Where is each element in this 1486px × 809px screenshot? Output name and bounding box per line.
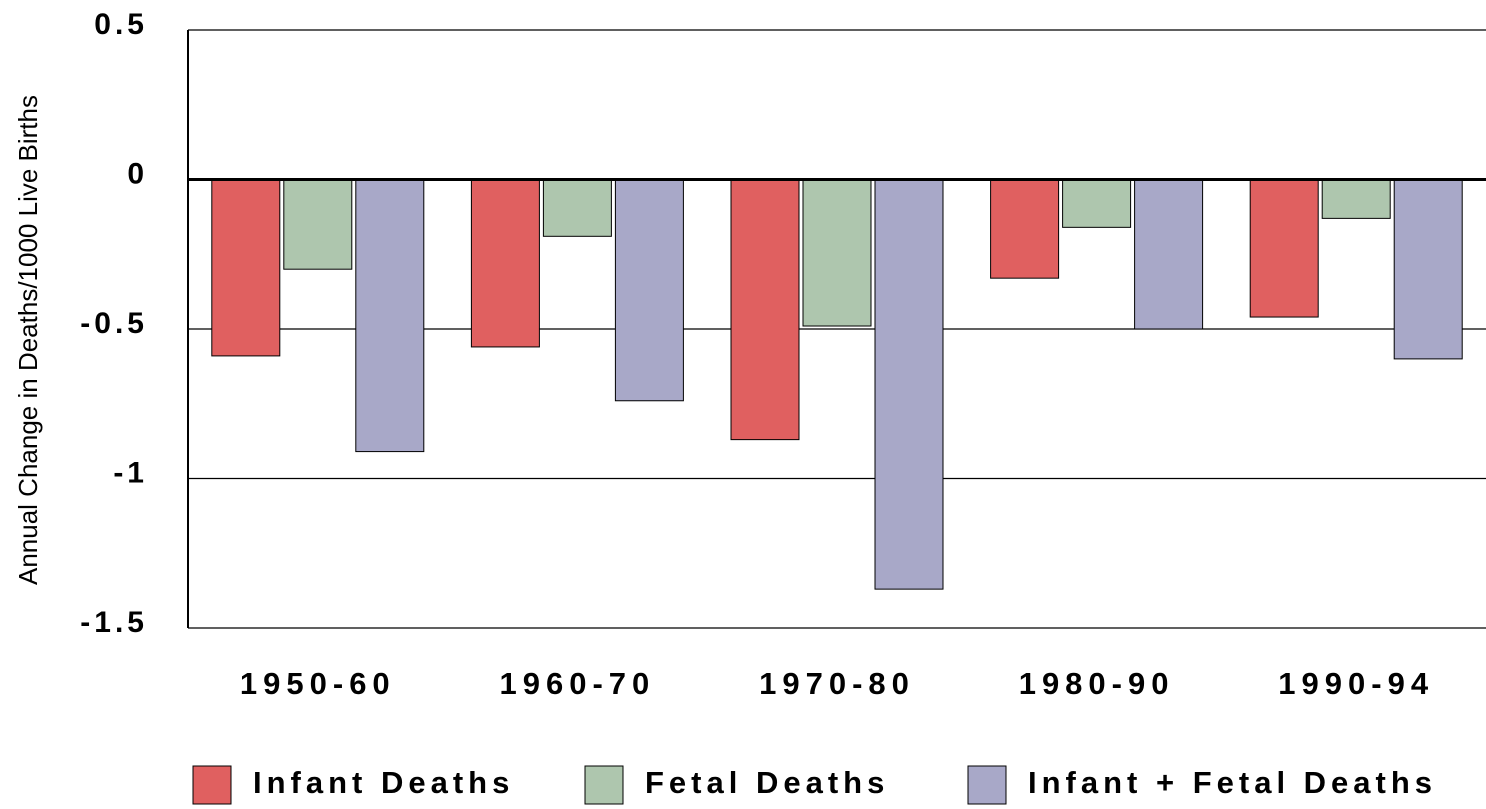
legend-swatch xyxy=(584,765,624,805)
bar xyxy=(470,179,540,348)
bar xyxy=(614,179,684,402)
y-tick-label: 0.5 xyxy=(94,8,148,41)
x-tick-label: 1980-90 xyxy=(1019,666,1175,701)
bar xyxy=(874,179,944,590)
legend-label: Infant Deaths xyxy=(253,765,514,800)
bar xyxy=(211,179,281,357)
x-tick-label: 1990-94 xyxy=(1278,666,1434,701)
bar xyxy=(990,179,1060,279)
bar xyxy=(802,179,872,327)
y-tick-label: 0 xyxy=(127,157,148,190)
bar xyxy=(355,179,425,453)
legend-label: Fetal Deaths xyxy=(645,765,889,800)
bar xyxy=(1062,179,1132,228)
y-tick-label: -1.5 xyxy=(80,606,148,639)
bar xyxy=(1321,179,1391,219)
x-tick-label: 1970-80 xyxy=(759,666,915,701)
bar xyxy=(1393,179,1463,360)
x-tick-label: 1950-60 xyxy=(240,666,396,701)
y-tick-label: -1 xyxy=(113,456,148,489)
x-tick-label: 1960-70 xyxy=(500,666,656,701)
legend-swatch xyxy=(192,765,232,805)
bar xyxy=(1134,179,1204,330)
legend-swatch xyxy=(967,765,1007,805)
bar xyxy=(730,179,800,441)
y-axis-label: Annual Change in Deaths/1000 Live Births xyxy=(13,95,43,585)
bar xyxy=(283,179,353,270)
legend-label: Infant + Fetal Deaths xyxy=(1028,765,1437,800)
bar xyxy=(542,179,612,237)
bar xyxy=(1249,179,1319,318)
y-tick-label: -0.5 xyxy=(80,307,148,340)
